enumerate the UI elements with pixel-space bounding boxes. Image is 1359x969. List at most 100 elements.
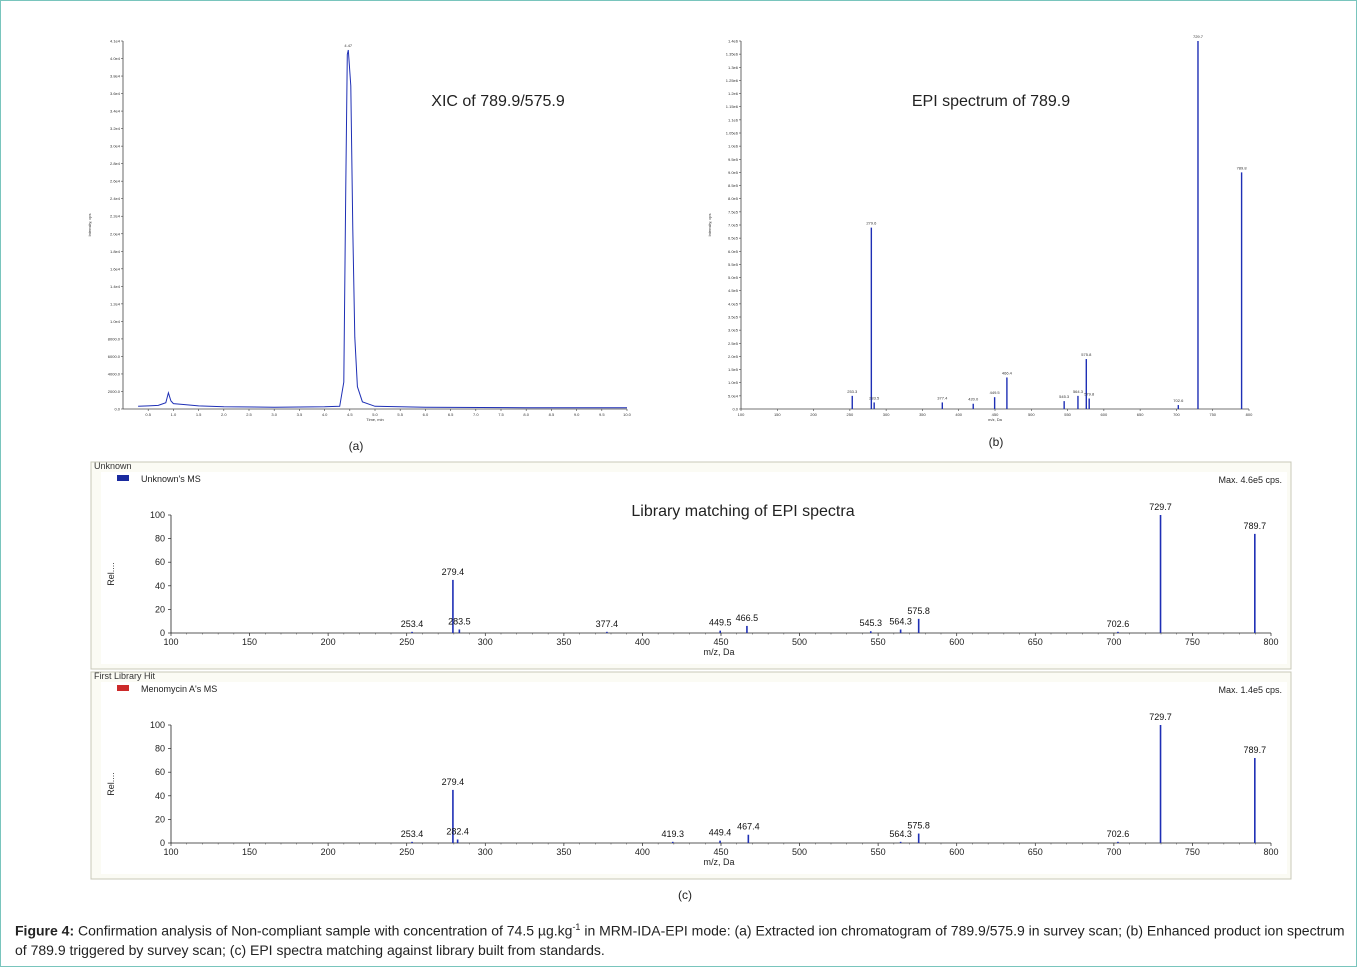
cu-y-axis-label: Rel.... <box>106 562 116 586</box>
cu-x-tick-label: 550 <box>871 637 886 647</box>
a-x-tick-label: 10.0 <box>623 412 632 417</box>
cu-x-tick-label: 800 <box>1263 637 1278 647</box>
b-x-tick-label: 100 <box>738 412 745 417</box>
b-y-tick-label: 8.0e5 <box>728 196 739 201</box>
cl-peak-label: 449.4 <box>709 828 732 838</box>
a-peak-label: 4.47 <box>344 43 353 48</box>
cu-panel-title: Unknown <box>94 461 132 471</box>
b-peak-label: 564.3 <box>1073 389 1084 394</box>
cu-y-tick-label: 80 <box>155 534 165 544</box>
cl-x-axis-label: m/z, Da <box>703 857 734 867</box>
cu-x-tick-label: 250 <box>399 637 414 647</box>
a-x-tick-label: 6.0 <box>423 412 429 417</box>
b-y-tick-label: 1.35e6 <box>726 52 739 57</box>
b-x-tick-label: 500 <box>1028 412 1035 417</box>
b-x-tick-label: 600 <box>1101 412 1108 417</box>
a-y-tick-label: 2.8e4 <box>110 161 121 166</box>
a-panel-label: (a) <box>349 439 364 453</box>
cl-x-tick-label: 600 <box>949 847 964 857</box>
cu-x-tick-label: 100 <box>163 637 178 647</box>
b-peak-label: 449.5 <box>990 390 1001 395</box>
b-peak-label: 377.4 <box>937 395 948 400</box>
b-peak-label: 253.3 <box>847 389 858 394</box>
b-peak-label: 575.8 <box>1081 352 1092 357</box>
cl-peak-label: 575.8 <box>907 821 930 831</box>
a-y-axis-label: Intensity, cps <box>87 213 92 236</box>
a-x-axis-label: Time, min <box>366 417 383 422</box>
b-y-tick-label: 4.0e5 <box>728 301 739 306</box>
a-y-tick-label: 0.0 <box>114 407 120 412</box>
cl-y-tick-label: 100 <box>150 720 165 730</box>
cl-peak-label: 419.3 <box>661 829 684 839</box>
a-x-tick-label: 2.0 <box>221 412 227 417</box>
cu-x-tick-label: 700 <box>1106 637 1121 647</box>
b-y-tick-label: 1.1e6 <box>728 117 739 122</box>
b-peak-label: 789.8 <box>1237 165 1248 170</box>
library-panel-plot-bg <box>101 682 1287 874</box>
a-x-tick-label: 7.0 <box>473 412 479 417</box>
b-peak-label: 283.5 <box>869 395 880 400</box>
b-x-tick-label: 450 <box>992 412 999 417</box>
cu-x-axis-label: m/z, Da <box>703 647 734 657</box>
cl-x-tick-label: 750 <box>1185 847 1200 857</box>
cu-x-tick-label: 450 <box>713 637 728 647</box>
cl-x-tick-label: 250 <box>399 847 414 857</box>
a-chromatogram-line <box>138 49 627 409</box>
cl-panel-title: First Library Hit <box>94 671 156 681</box>
b-x-tick-label: 550 <box>1064 412 1071 417</box>
a-y-tick-label: 1.0e4 <box>110 319 121 324</box>
cl-x-tick-label: 650 <box>1028 847 1043 857</box>
cu-x-tick-label: 350 <box>556 637 571 647</box>
cl-x-tick-label: 700 <box>1106 847 1121 857</box>
cu-peak-label: 283.5 <box>448 616 471 626</box>
b-x-tick-label: 700 <box>1173 412 1180 417</box>
cu-peak-label: 545.3 <box>859 618 882 628</box>
a-y-tick-label: 1.6e4 <box>110 266 121 271</box>
cu-peak-label: 449.5 <box>709 618 732 628</box>
b-peak-label: 702.6 <box>1173 398 1184 403</box>
b-y-tick-label: 4.5e5 <box>728 288 739 293</box>
cu-peak-label: 702.6 <box>1107 619 1130 629</box>
b-y-tick-label: 5.0e4 <box>728 393 739 398</box>
a-y-tick-label: 2000.0 <box>108 389 121 394</box>
a-x-tick-label: 8.5 <box>549 412 555 417</box>
cl-peak-label: 467.4 <box>737 822 760 832</box>
cu-peak-label: 253.4 <box>401 619 424 629</box>
a-x-tick-label: 9.0 <box>574 412 580 417</box>
cl-x-tick-label: 300 <box>478 847 493 857</box>
a-x-tick-label: 3.5 <box>297 412 303 417</box>
a-y-tick-label: 3.2e4 <box>110 126 121 131</box>
b-y-tick-label: 1.0e6 <box>728 144 739 149</box>
cl-peak-label: 282.4 <box>446 826 469 836</box>
cl-y-tick-label: 40 <box>155 791 165 801</box>
cu-peak-label: 466.5 <box>736 613 759 623</box>
b-x-tick-label: 250 <box>847 412 854 417</box>
b-y-tick-label: 8.5e5 <box>728 183 739 188</box>
cu-peak-label: 729.7 <box>1149 502 1172 512</box>
a-y-tick-label: 3.4e4 <box>110 109 121 114</box>
a-y-tick-label: 6000.0 <box>108 354 121 359</box>
b-y-tick-label: 6.5e5 <box>728 236 739 241</box>
cl-x-tick-label: 800 <box>1263 847 1278 857</box>
b-y-tick-label: 6.0e5 <box>728 249 739 254</box>
cu-title: Library matching of EPI spectra <box>631 503 854 520</box>
cu-y-tick-label: 60 <box>155 557 165 567</box>
b-y-tick-label: 2.5e5 <box>728 341 739 346</box>
cl-y-axis-label: Rel.... <box>106 772 116 796</box>
cu-x-tick-label: 600 <box>949 637 964 647</box>
cu-x-tick-label: 200 <box>321 637 336 647</box>
cu-peak-label: 789.7 <box>1244 521 1267 531</box>
a-x-tick-label: 5.0 <box>372 412 378 417</box>
a-y-tick-label: 3.0e4 <box>110 144 121 149</box>
cl-x-tick-label: 450 <box>713 847 728 857</box>
cl-x-tick-label: 500 <box>792 847 807 857</box>
caption-superscript: -1 <box>572 922 581 932</box>
c-panel-label: (c) <box>678 888 692 902</box>
b-y-tick-label: 3.5e5 <box>728 315 739 320</box>
cl-max-label: Max. 1.4e5 cps. <box>1218 685 1282 695</box>
b-x-tick-label: 200 <box>810 412 817 417</box>
b-y-tick-label: 1.05e6 <box>726 131 739 136</box>
b-peak-label: 279.6 <box>866 221 877 226</box>
a-y-tick-label: 8000.0 <box>108 336 121 341</box>
cl-x-tick-label: 550 <box>871 847 886 857</box>
